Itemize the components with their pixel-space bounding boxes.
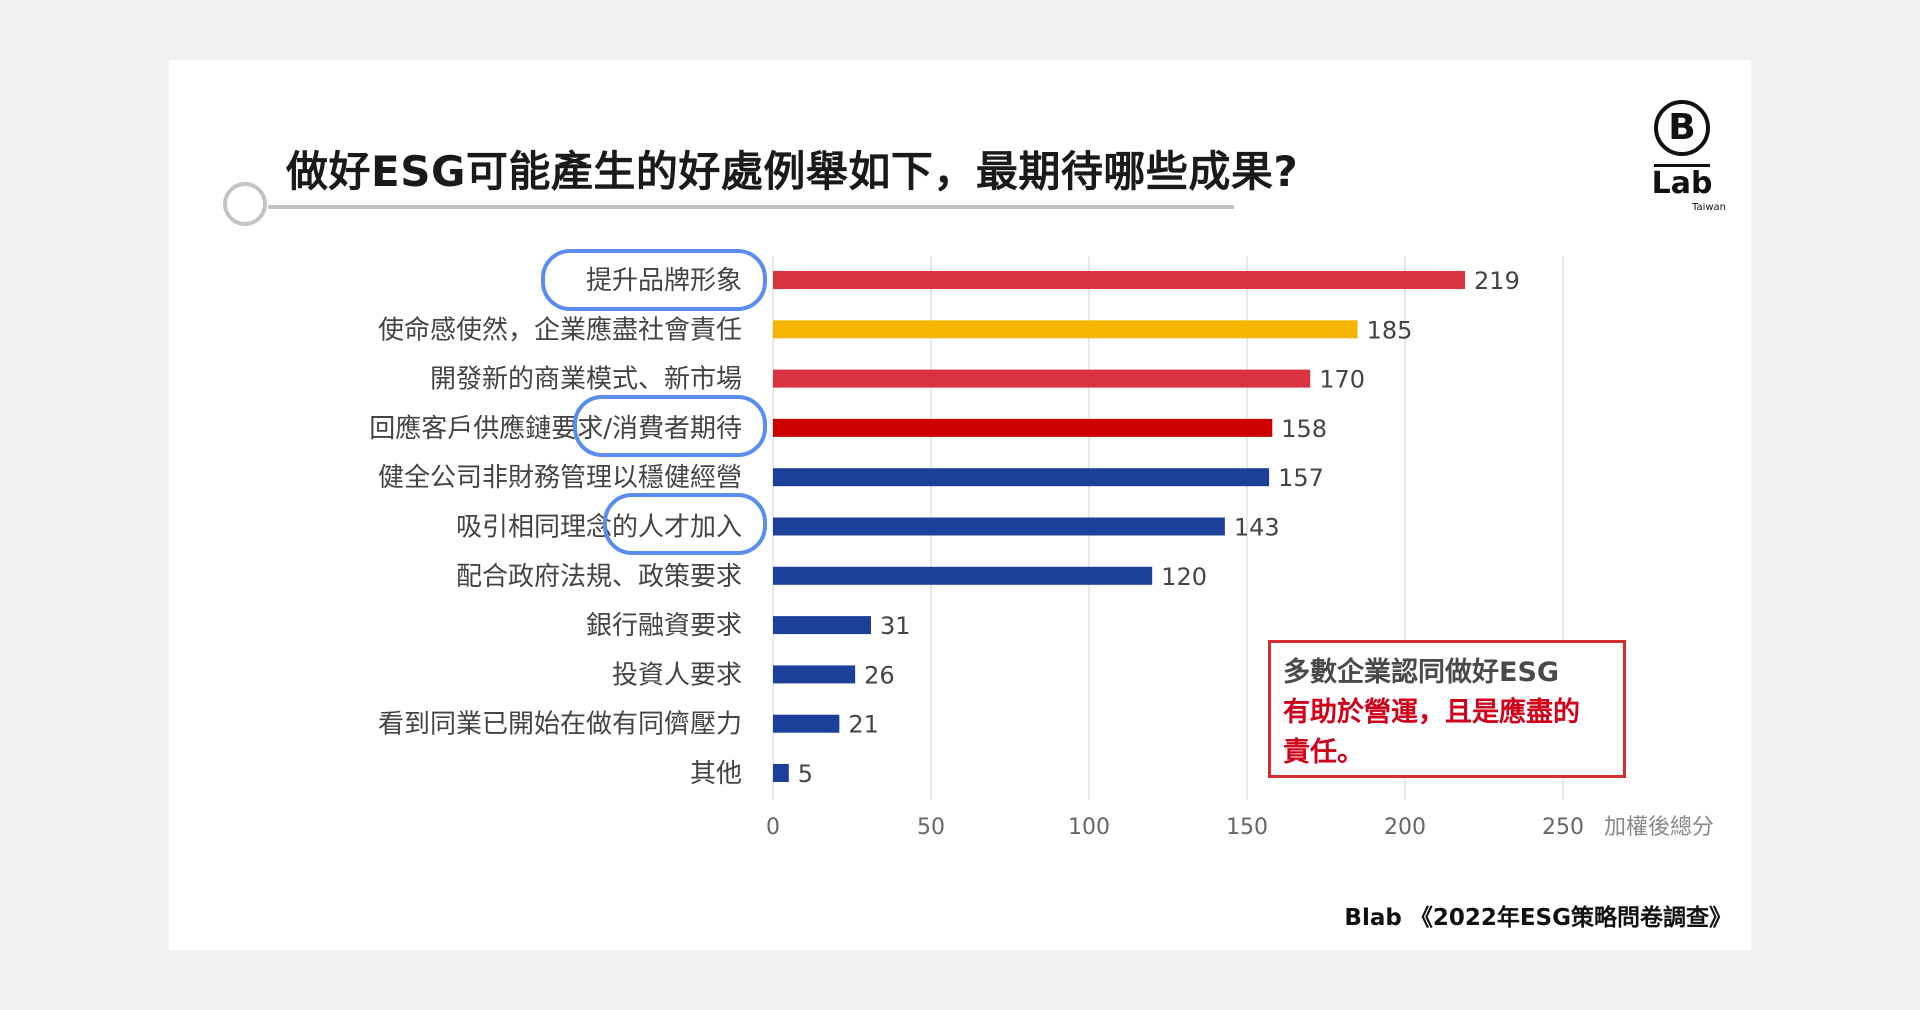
bar-3 (773, 418, 1273, 437)
highlight-oval-2 (603, 493, 767, 555)
value-label-2: 170 (1319, 366, 1365, 394)
x-tick-label-250: 250 (1542, 815, 1584, 840)
x-tick-label-100: 100 (1068, 815, 1110, 840)
category-label-9: 看到同業已開始在做有同儕壓力 (378, 710, 742, 740)
highlight-oval-0 (541, 249, 767, 311)
callout-box: 多數企業認同做好ESG 有助於營運，且是應盡的 責任。 (1268, 640, 1626, 778)
source-note: Blab 《2022年ESG策略問卷調查》 (1344, 905, 1732, 931)
value-label-6: 120 (1161, 563, 1207, 591)
category-label-7: 銀行融資要求 (586, 611, 742, 641)
category-label-2: 開發新的商業模式、新市場 (430, 365, 742, 395)
category-label-10: 其他 (690, 759, 742, 789)
bar-1 (773, 320, 1358, 339)
bar-8 (773, 665, 856, 684)
bar-10 (773, 764, 789, 782)
callout-line-2: 有助於營運，且是應盡的 (1283, 697, 1580, 728)
category-label-6: 配合政府法規、政策要求 (456, 562, 742, 592)
category-label-5: 吸引相同理念的人才加入 (456, 513, 742, 543)
value-label-8: 26 (864, 661, 895, 689)
value-label-5: 143 (1234, 514, 1280, 542)
value-label-4: 157 (1278, 464, 1324, 492)
callout-line-1: 多數企業認同做好ESG (1283, 657, 1560, 688)
value-label-7: 31 (880, 612, 911, 640)
category-label-3: 回應客戶供應鏈要求/消費者期待 (369, 414, 742, 444)
x-tick-label-200: 200 (1384, 815, 1426, 840)
value-label-9: 21 (848, 711, 879, 739)
logo-rule (1654, 164, 1710, 167)
value-label-0: 219 (1474, 267, 1520, 295)
bar-9 (773, 714, 840, 733)
value-label-3: 158 (1281, 415, 1327, 443)
b-lab-logo-icon: B (1654, 100, 1710, 156)
x-tick-label-50: 50 (917, 815, 945, 840)
callout-line-3: 責任。 (1283, 737, 1364, 768)
bar-7 (773, 616, 871, 635)
bar-2 (773, 369, 1311, 388)
category-label-8: 投資人要求 (612, 660, 742, 690)
b-lab-logo: B Lab Taiwan (1650, 100, 1726, 215)
value-label-10: 5 (798, 760, 813, 788)
chart-title: 做好ESG可能產生的好處例舉如下，最期待哪些成果? (286, 147, 1299, 196)
x-tick-label-0: 0 (766, 815, 780, 840)
category-label-1: 使命感使然，企業應盡社會責任 (378, 315, 742, 345)
bar-0 (773, 271, 1466, 289)
title-circle-ornament (223, 182, 267, 226)
category-label-0: 提升品牌形象 (586, 266, 742, 296)
bar-4 (773, 468, 1270, 487)
bar-6 (773, 566, 1153, 585)
title-underline (268, 205, 1234, 209)
value-label-1: 185 (1367, 316, 1413, 344)
x-tick-label-150: 150 (1226, 815, 1268, 840)
x-axis-label: 加權後總分 (1604, 815, 1714, 840)
logo-region: Taiwan (1691, 202, 1726, 213)
category-label-4: 健全公司非財務管理以穩健經營 (378, 463, 742, 493)
bar-5 (773, 517, 1225, 536)
highlight-oval-1 (573, 395, 767, 457)
logo-wordmark: Lab (1651, 166, 1713, 201)
